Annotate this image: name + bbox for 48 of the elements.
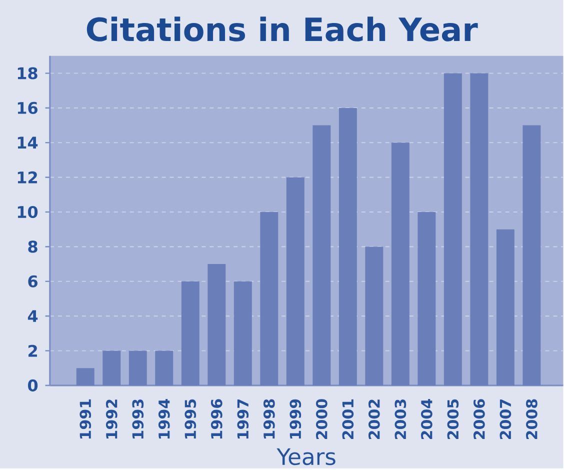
- x-tick-label: 1991: [80, 400, 92, 439]
- bar: [338, 108, 357, 386]
- bar: [365, 246, 384, 386]
- chart-title: Citations in Each Year: [86, 16, 478, 42]
- x-tick-label: 1994: [158, 399, 170, 439]
- x-tick-label: 2003: [394, 400, 406, 440]
- x-tick-label: 2002: [368, 400, 380, 440]
- x-tick-label: 1999: [290, 400, 302, 439]
- y-tick-label: 12: [18, 172, 37, 184]
- x-tick-label: 2001: [342, 400, 354, 440]
- x-tick-label: 2006: [474, 399, 485, 440]
- x-tick-label: 2005: [447, 400, 459, 440]
- x-tick-label: 2008: [526, 399, 538, 440]
- bar: [76, 368, 94, 386]
- y-tick-label: 6: [28, 276, 38, 288]
- y-tick-label: 10: [18, 206, 38, 218]
- y-tick-label: 4: [28, 310, 38, 322]
- bar: [312, 125, 331, 386]
- x-tick-label: 2004: [421, 399, 432, 440]
- bar: [444, 73, 462, 386]
- bar: [128, 350, 147, 386]
- x-tick-label: 1995: [184, 400, 196, 439]
- x-tick-label: 1993: [132, 400, 144, 439]
- x-tick-label: 1992: [106, 400, 118, 439]
- bar: [470, 73, 488, 386]
- x-axis-title: Years: [276, 448, 336, 466]
- x-tick-label: 1996: [210, 399, 222, 439]
- x-tick-label: 1998: [263, 399, 275, 439]
- bar: [391, 142, 410, 386]
- y-tick-label: 14: [18, 137, 38, 149]
- y-tick-label: 16: [18, 102, 38, 114]
- y-tick-label: 0: [28, 380, 38, 392]
- bar: [155, 350, 174, 386]
- bar: [418, 212, 436, 386]
- bar: [181, 282, 200, 386]
- x-tick-label: 1997: [237, 400, 249, 439]
- bar: [286, 178, 304, 386]
- y-tick-label: 8: [28, 240, 38, 253]
- x-tick-label: 2007: [500, 400, 512, 440]
- bar: [496, 230, 514, 386]
- bar: [522, 125, 541, 386]
- bar: [102, 350, 121, 386]
- y-tick-label: 18: [18, 67, 38, 80]
- x-tick-label: 2000: [316, 399, 328, 440]
- y-tick-label: 2: [28, 345, 37, 357]
- bar: [234, 282, 252, 386]
- bar: [260, 212, 278, 386]
- bar: [208, 264, 226, 386]
